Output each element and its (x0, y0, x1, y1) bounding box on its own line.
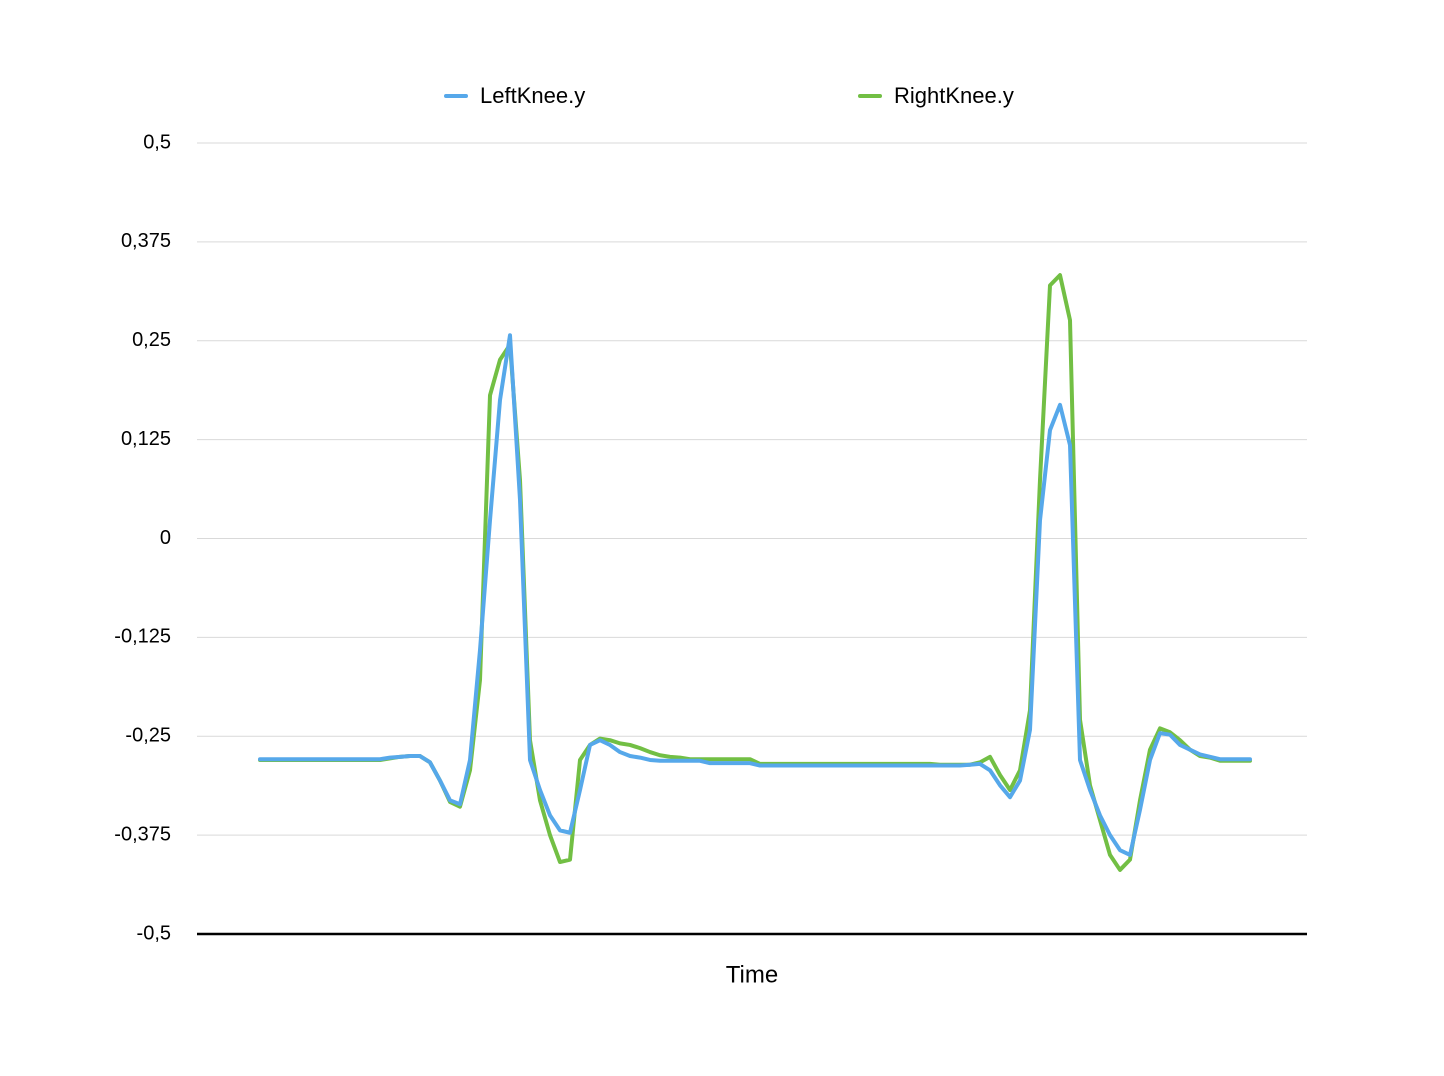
data-line (258, 273, 1252, 872)
y-tick-label: -0,125 (114, 626, 171, 648)
data-line (258, 333, 1252, 857)
legend-label: RightKnee.y (894, 83, 1014, 108)
y-tick-label: -0,5 (137, 922, 171, 944)
y-tick-label: 0,125 (121, 428, 171, 450)
x-axis-label: Time (726, 961, 778, 988)
y-tick-label: 0,5 (143, 131, 171, 153)
y-tick-label: 0,375 (121, 230, 171, 252)
y-tick-label: 0 (160, 527, 171, 549)
y-tick-label: -0,25 (125, 725, 171, 747)
y-tick-label: 0,25 (132, 329, 171, 351)
y-tick-label: -0,375 (114, 823, 171, 845)
legend-label: LeftKnee.y (480, 83, 585, 108)
